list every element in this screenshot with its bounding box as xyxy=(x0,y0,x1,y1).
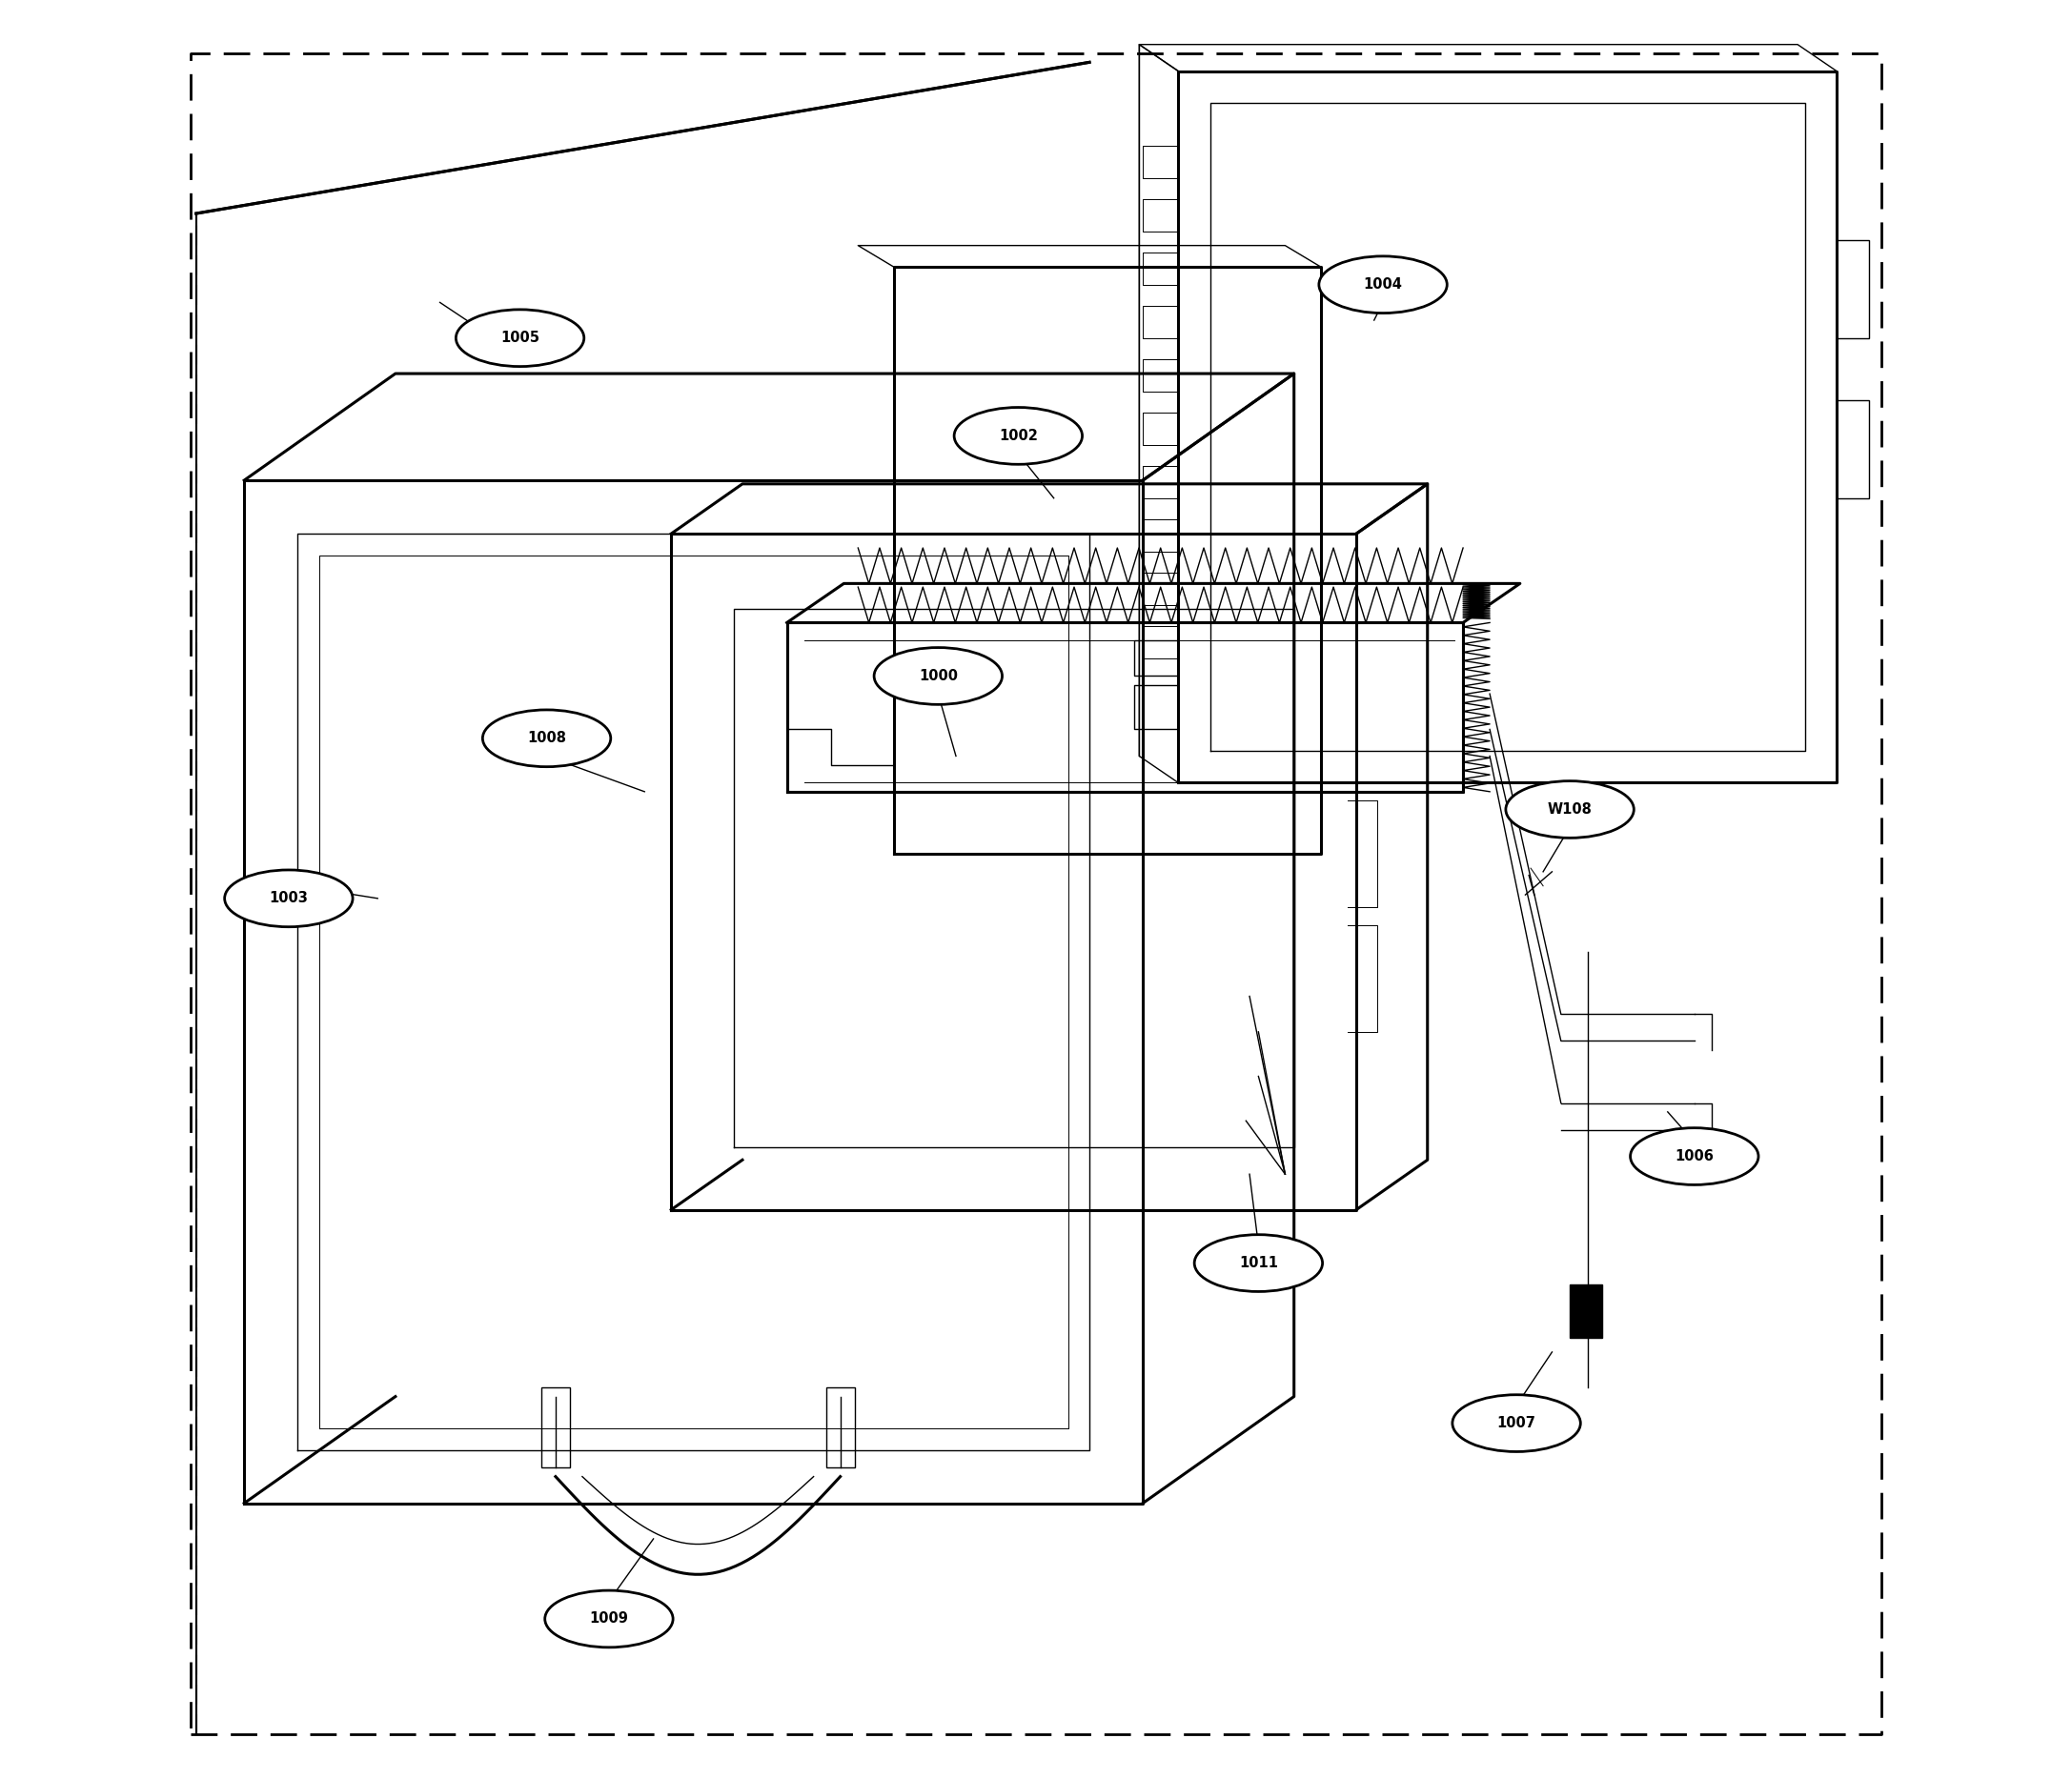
Bar xyxy=(1836,400,1869,498)
Text: 1011: 1011 xyxy=(1239,1256,1278,1270)
Bar xyxy=(541,1388,570,1468)
Ellipse shape xyxy=(1631,1128,1759,1185)
Text: 1005: 1005 xyxy=(501,331,539,345)
Bar xyxy=(827,1388,854,1468)
Text: 1002: 1002 xyxy=(999,429,1038,443)
Ellipse shape xyxy=(1320,256,1446,313)
Ellipse shape xyxy=(456,310,584,366)
Ellipse shape xyxy=(1506,781,1635,838)
Ellipse shape xyxy=(1452,1395,1581,1452)
Ellipse shape xyxy=(1193,1235,1322,1292)
Text: 1008: 1008 xyxy=(526,731,566,745)
Bar xyxy=(1836,240,1869,338)
Text: 1000: 1000 xyxy=(918,669,957,683)
Text: 1003: 1003 xyxy=(269,891,309,906)
Text: 1004: 1004 xyxy=(1363,278,1403,292)
Ellipse shape xyxy=(483,710,611,767)
Ellipse shape xyxy=(545,1590,673,1647)
Ellipse shape xyxy=(953,407,1082,464)
Bar xyxy=(1571,1284,1602,1338)
Text: 1006: 1006 xyxy=(1674,1149,1714,1163)
Ellipse shape xyxy=(224,870,352,927)
Text: W108: W108 xyxy=(1548,802,1591,817)
Ellipse shape xyxy=(874,648,1003,704)
Text: 1007: 1007 xyxy=(1496,1416,1535,1430)
Text: 1009: 1009 xyxy=(588,1612,628,1626)
